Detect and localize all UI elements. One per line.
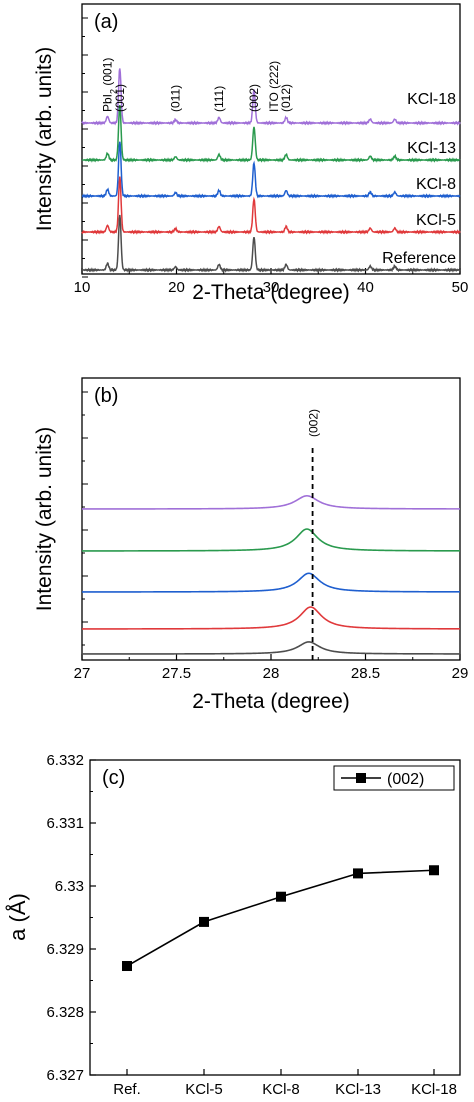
panel-b-series [82, 494, 461, 655]
panel-a-peak-label: PbI2 (001) [101, 58, 119, 112]
panel-c-x-tick-label: KCl-13 [335, 1081, 381, 1098]
panel-c-data-point [199, 916, 209, 927]
panel-c-x-tick-label: KCl-8 [262, 1081, 300, 1098]
panel-c-frame [89, 759, 461, 1076]
panel-a-series [81, 68, 461, 273]
panel-c-y-tick-label: 6.33 [55, 878, 84, 895]
panel-b-x-tick-label: 27.5 [162, 665, 191, 682]
panel-b-x-axis-title: 2-Theta (degree) [192, 690, 350, 713]
panel-a-x-tick-label: 40 [357, 279, 374, 296]
legend-marker [356, 773, 366, 783]
panel-a-series-line-kcl-8 [81, 141, 461, 199]
panel-c: (c) 6.327 6.328 6.329 6.33 6.331 6.332 Ref. KC… [5, 752, 461, 1098]
panel-c-data-point [276, 891, 286, 902]
panel-c-y-tick-label: 6.328 [46, 1004, 84, 1021]
panel-b-x-ticks: 27 27.5 28 28.5 29 [74, 654, 469, 682]
legend-label: (002) [387, 771, 424, 788]
panel-a-x-tick-label: 50 [452, 279, 469, 296]
panel-a-y-axis-title: Intensity (arb. units) [33, 47, 56, 231]
panel-c-series [122, 865, 439, 972]
panel-a-peak-label: (111) [212, 86, 226, 112]
panel-c-y-ticks: 6.327 6.328 6.329 6.33 6.331 6.332 [46, 752, 96, 1084]
panel-b-frame [81, 377, 461, 661]
panel-b-series-line-kcl-18 [82, 494, 460, 510]
panel-a-series-label: Reference [382, 250, 456, 267]
panel-a-peak-label: (002) [247, 84, 261, 112]
panel-b-series-line-reference [82, 641, 460, 655]
panel-a-series-label: KCl-18 [407, 91, 456, 108]
panel-a-series-labels: Reference KCl-5 KCl-8 KCl-13 KCl-18 [382, 91, 456, 267]
panel-a-series-line-reference [82, 214, 461, 273]
panel-a-series-label: KCl-13 [407, 140, 456, 157]
panel-c-y-axis-title: a (Å) [5, 893, 30, 941]
panel-c-data-point [353, 868, 363, 879]
panel-a: (a) 10 20 30 40 50 PbI2 (001)(001) (011) (111)… [33, 3, 469, 304]
panel-a-series-line-kcl-13 [81, 104, 461, 163]
panel-a-peak-label: (011) [169, 85, 183, 112]
panel-a-frame [81, 3, 461, 275]
legend-box [333, 765, 455, 791]
panel-a-x-tick-label: 30 [263, 279, 280, 296]
panel-a-peak-label: ITO (222) [267, 61, 281, 112]
panel-b-x-tick-label: 28 [263, 665, 280, 682]
panel-c-y-tick-label: 6.327 [46, 1067, 84, 1084]
panel-c-x-ticks: Ref. KCl-5 KCl-8 KCl-13 KCl-18 [113, 1069, 457, 1098]
panel-c-legend: (002) [333, 765, 455, 791]
panel-a-y-ticks [82, 17, 88, 278]
panel-b-reference-label: (002) [307, 409, 321, 437]
panel-c-data-point [429, 865, 439, 876]
panel-a-series-line-kcl-5 [81, 176, 461, 235]
panel-c-x-tick-label: KCl-5 [185, 1081, 223, 1098]
panel-c-y-tick-label: 6.329 [46, 941, 84, 958]
panel-b-x-tick-label: 27 [74, 665, 91, 682]
panel-a-series-label: KCl-5 [416, 212, 456, 229]
panel-c-y-tick-label: 6.331 [46, 815, 84, 832]
panel-c-series-line [126, 869, 435, 967]
panel-b: (b) 27 27.5 28 28.5 29 (002) 2-Theta (degree… [33, 377, 469, 713]
panel-b-y-axis-title: Intensity (arb. units) [33, 427, 56, 611]
panel-c-y-tick-label: 6.332 [46, 752, 84, 769]
panel-a-x-axis-title: 2-Theta (degree) [192, 281, 350, 304]
panel-b-y-ticks [82, 391, 88, 646]
panel-a-x-tick-label: 20 [168, 279, 185, 296]
panel-b-series-line-kcl-8 [82, 572, 460, 593]
panel-c-x-tick-label: Ref. [113, 1081, 141, 1098]
panel-a-x-ticks: 10 20 30 40 50 [74, 268, 469, 296]
panel-b-x-tick-label: 29 [452, 665, 469, 682]
panel-a-peak-label: (012) [279, 84, 293, 112]
panel-b-series-line-kcl-5 [82, 606, 460, 630]
panel-b-x-tick-label: 28.5 [351, 665, 380, 682]
panel-c-tag: (c) [102, 767, 125, 789]
panel-b-tag: (b) [94, 385, 118, 407]
panel-c-x-tick-label: KCl-18 [411, 1081, 457, 1098]
panel-a-series-line-kcl-18 [81, 68, 461, 126]
panel-a-x-tick-label: 10 [74, 279, 91, 296]
panel-a-peak-annotations: PbI2 (001)(001) (011) (111) (002) ITO (222)(… [101, 58, 294, 112]
panel-a-tag: (a) [94, 11, 118, 33]
panel-b-series-line-kcl-13 [82, 528, 461, 552]
panel-a-series-label: KCl-8 [416, 176, 456, 193]
panel-c-data-point [122, 961, 132, 972]
panel-a-peak-label: (001) [113, 84, 127, 112]
